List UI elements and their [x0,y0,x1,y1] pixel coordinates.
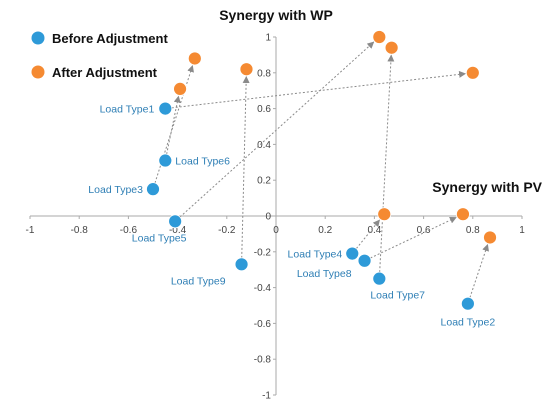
legend-label-after: After Adjustment [52,65,158,80]
adjustment-arrow [370,216,457,259]
after-point [372,30,387,44]
before-point [345,246,360,261]
point-label: Load Type3 [88,184,143,196]
x-tick-label: -0.6 [120,225,138,236]
adjustment-arrow [179,41,375,218]
point-label: Load Type4 [288,249,343,261]
adjustment-arrow [469,243,489,298]
y-tick-label: -0.8 [254,355,272,366]
y-axis-title: Synergy with WP [219,7,333,23]
ticks: -1 -0.8 -0.6 -0.4 -0.2 0 0.2 0.4 0.6 0.8 1-1-0.8-0… [26,33,526,402]
legend: Before Adjustment After Adjustment [31,31,168,80]
point-label: Load Type2 [441,317,496,329]
point-label: Load Type8 [297,268,352,280]
before-point [146,182,160,197]
y-tick-label: 0.2 [257,176,271,187]
y-tick-label: 0.6 [257,104,271,115]
before-point [158,101,173,116]
y-tick-label: -1 [262,391,271,402]
before-point [357,253,372,268]
y-tick-label: 0.8 [257,68,271,79]
x-tick-label: 0.2 [318,225,332,236]
point-label: Load Type1 [100,104,155,116]
point-label: Load Type6 [175,156,230,168]
point-label: Load Type5 [132,232,187,244]
y-tick-label: -0.2 [254,247,272,258]
y-tick-label: 1 [265,33,271,44]
after-point [456,207,470,222]
legend-marker-before [31,31,45,45]
adjustment-arrow [171,70,467,109]
point-labels: Load Type1 Load Type2 Load Type3 Load Type4… [88,104,495,329]
y-tick-label: 0 [265,212,271,223]
before-point [158,153,173,168]
after-point [377,207,392,222]
y-tick-label: -0.6 [254,319,272,330]
x-tick-label: 0.8 [466,225,480,236]
y-tick-label: -0.4 [254,283,272,294]
x-tick-label: -0.4 [169,225,187,236]
after-point [483,230,497,245]
before-point [372,271,387,286]
after-point [187,51,202,66]
before-point [460,296,475,311]
x-tick-label: 1 [519,225,525,236]
x-tick-label: 0.6 [417,225,431,236]
x-tick-label: -1 [26,225,35,236]
legend-label-before: Before Adjustment [52,31,168,46]
x-tick-label: 0.4 [367,225,381,236]
after-point [239,62,254,77]
after-point [465,65,480,80]
point-label: Load Type9 [171,275,226,287]
points [146,30,497,311]
adjustment-arrow [241,76,250,258]
x-tick-label: 0 [273,225,279,236]
point-label: Load Type7 [370,290,425,302]
y-tick-label: 0.4 [257,140,271,151]
adjustment-arrow [166,95,181,155]
adjustment-arrow [379,54,395,273]
x-tick-label: -0.8 [71,225,89,236]
x-tick-label: -0.2 [218,225,236,236]
legend-marker-after [31,65,45,79]
before-point [234,257,249,272]
after-point [384,40,399,55]
after-point [173,82,187,96]
before-point [168,214,183,229]
x-axis-title: Synergy with PV [432,179,542,195]
